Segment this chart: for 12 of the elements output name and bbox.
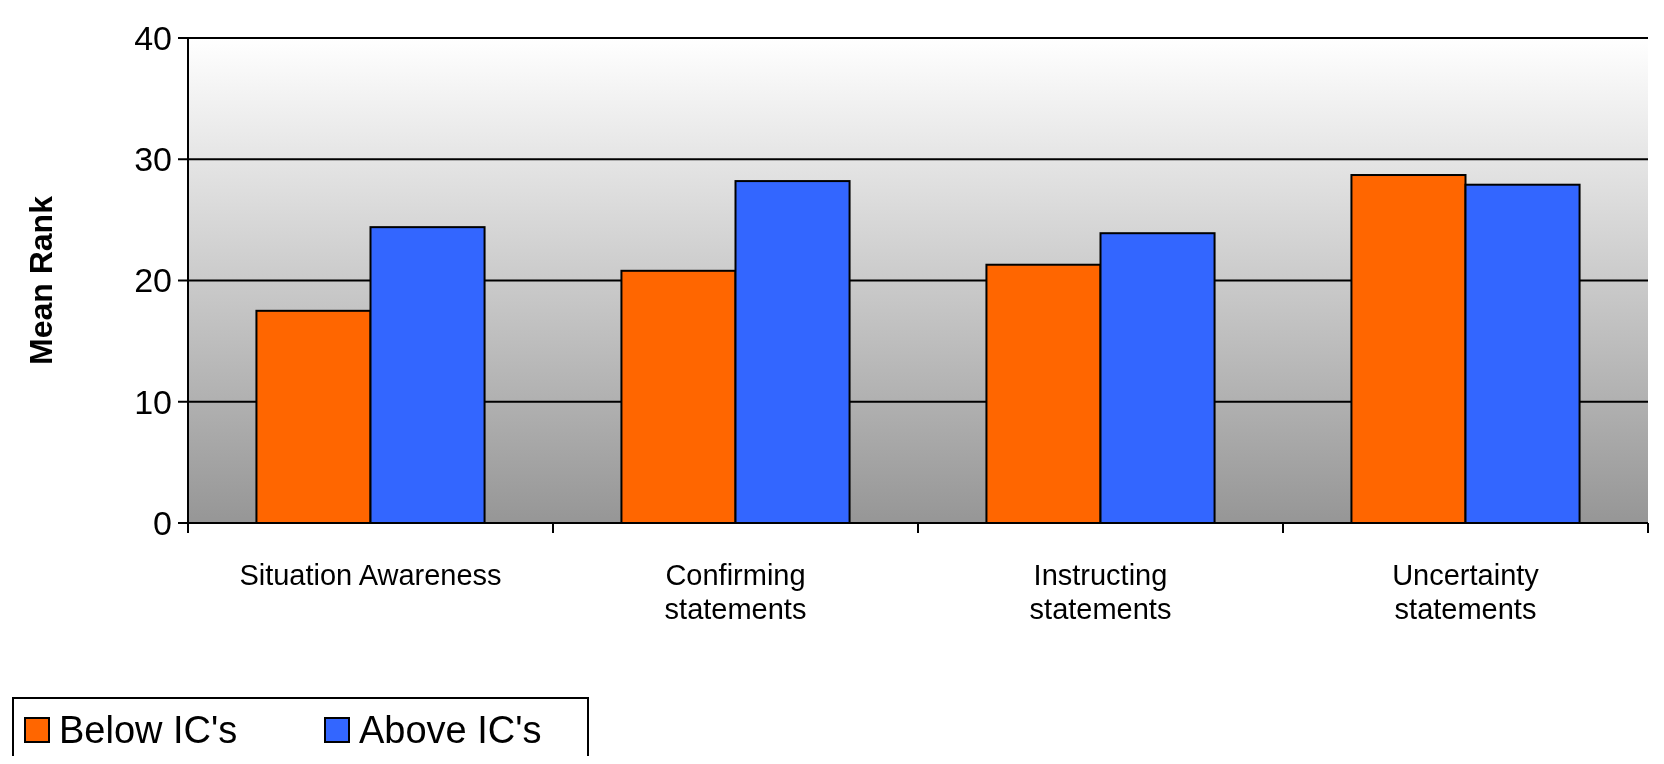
- y-tick-label: 40: [134, 18, 172, 57]
- y-axis-title: Mean Rank: [23, 195, 59, 365]
- legend-label: Above IC's: [359, 709, 542, 752]
- x-tick-label: Situation Awareness: [239, 559, 502, 591]
- x-tick-label: Instructing statements: [1029, 559, 1172, 625]
- x-tick-label: Confirming statements: [664, 559, 807, 625]
- y-tick-label: 20: [134, 261, 172, 300]
- y-tick-label: 30: [134, 140, 172, 179]
- y-tick-label: 0: [153, 503, 172, 542]
- x-tick-label: Uncertainty statements: [1392, 559, 1540, 625]
- legend-label: Below IC's: [59, 709, 238, 752]
- y-tick-label: 10: [134, 382, 172, 421]
